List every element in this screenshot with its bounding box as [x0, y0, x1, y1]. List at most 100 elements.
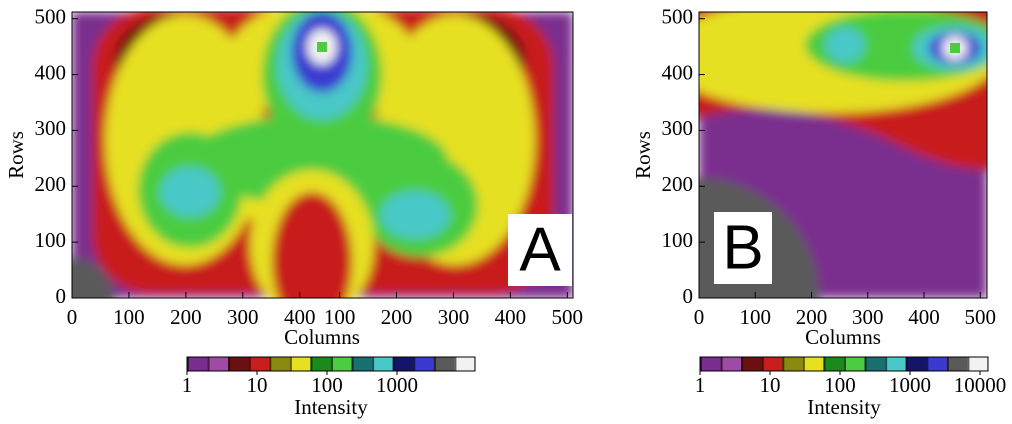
colorbar-segment: [392, 357, 414, 371]
colorbar-stripe: [228, 357, 231, 371]
colorbar-segment: [187, 357, 209, 371]
colorbar-stripe: [967, 357, 970, 371]
colorbar-segment: [207, 357, 229, 371]
colorbar-stripe: [761, 357, 764, 371]
colorbar-tick-label: 10: [247, 373, 268, 397]
x-tick-label: 300: [852, 305, 884, 329]
colorbar-stripe: [823, 357, 826, 371]
colorbar-stripe: [433, 357, 436, 371]
colorbar-stripe: [741, 357, 744, 371]
colorbar-stripe: [454, 357, 457, 371]
colorbar-segment: [372, 357, 394, 371]
y-tick-label: 400: [662, 60, 694, 84]
colorbar-segment: [228, 357, 250, 371]
colorbar-stripe: [351, 357, 354, 371]
colorbar-tick-label: 1: [182, 373, 193, 397]
colorbar-segment: [351, 357, 373, 371]
colorbar-segment: [289, 357, 311, 371]
colorbar-segment: [433, 357, 455, 371]
intensity-peak: [950, 43, 960, 53]
colorbar-stripe: [330, 357, 333, 371]
y-tick-label: 300: [662, 116, 694, 140]
x-tick-label: 200: [170, 305, 202, 329]
x-tick-label: 0: [67, 305, 78, 329]
colorbar-tick-label: 10000: [954, 373, 1007, 397]
colorbar-stripe: [289, 357, 292, 371]
colorbar-segment: [248, 357, 270, 371]
colorbar-segment: [843, 357, 866, 371]
x-tick-label: 200: [381, 305, 413, 329]
y-tick-label: 500: [662, 5, 694, 29]
colorbar-segment: [864, 357, 886, 371]
panel-label: A: [519, 215, 561, 284]
colorbar-stripe: [946, 357, 949, 371]
colorbar-stripe: [885, 357, 888, 371]
colorbar-stripe: [187, 357, 189, 371]
heatmap-image: [72, 12, 573, 298]
colorbar-stripe: [207, 357, 210, 371]
colorbar-tick-label: 1: [695, 373, 706, 397]
intensity-region: [188, 115, 448, 205]
panel-label-box: [508, 214, 572, 286]
heatmap: [72, 12, 573, 298]
colorbar-tick-label: 100: [311, 373, 343, 397]
colorbar-tick-label: 1000: [376, 373, 418, 397]
x-tick-label: 400: [908, 305, 940, 329]
y-tick-label: 100: [35, 228, 67, 252]
plot-frame: [71, 11, 574, 299]
y-axis-label: Rows: [4, 131, 28, 179]
plot-frame: [698, 11, 988, 299]
y-tick-label: 0: [683, 284, 694, 308]
colorbar-stripe: [843, 357, 846, 371]
colorbar-segment: [741, 357, 763, 371]
x-tick-label: 500: [552, 305, 584, 329]
colorbar-stripe: [372, 357, 375, 371]
colorbar-stripe: [413, 357, 416, 371]
colorbar-segment: [946, 357, 968, 371]
intensity-peak: [317, 42, 327, 52]
intensity-region: [272, 192, 352, 298]
colorbar-tick-label: 10: [760, 373, 781, 397]
heatmap-image: [699, 12, 987, 298]
colorbar-label: Intensity: [807, 395, 881, 419]
colorbar-tick-label: 1000: [889, 373, 931, 397]
y-tick-label: 0: [56, 284, 67, 308]
colorbar-segment: [967, 357, 989, 371]
x-tick-label: 300: [227, 305, 259, 329]
colorbar-stripe: [310, 357, 313, 371]
colorbar-segment: [761, 357, 783, 371]
x-tick-label: 100: [740, 305, 772, 329]
y-tick-label: 200: [662, 172, 694, 196]
colorbar-segment: [782, 357, 804, 371]
panel-label-box: [714, 212, 772, 284]
colorbar-stripe: [720, 357, 723, 371]
colorbar-segment: [454, 357, 476, 371]
x-tick-label: 100: [113, 305, 145, 329]
colorbar-segment: [802, 357, 824, 371]
x-axis-label: Columns: [805, 325, 881, 349]
colorbar-segment: [413, 357, 435, 371]
colorbar-segment: [905, 357, 927, 371]
colorbar-segment: [269, 357, 291, 371]
y-tick-label: 200: [35, 172, 67, 196]
colorbar-segment: [720, 357, 742, 371]
colorbar-label: Intensity: [294, 395, 368, 419]
x-tick-label: 200: [796, 305, 828, 329]
colorbar-segment: [823, 357, 845, 371]
colorbar-stripe: [926, 357, 929, 371]
colorbar-stripe: [864, 357, 867, 371]
colorbar-stripe: [269, 357, 272, 371]
colorbar-segment: [310, 357, 332, 371]
intensity-region: [380, 191, 450, 239]
x-tick-label: 500: [965, 305, 997, 329]
y-axis-label: Rows: [631, 131, 655, 179]
intensity-region: [72, 258, 114, 298]
panel-label: B: [722, 213, 763, 282]
x-tick-label: 400: [284, 305, 316, 329]
y-tick-label: 100: [662, 228, 694, 252]
colorbar-segment: [700, 357, 722, 371]
x-axis-label: Columns: [284, 325, 360, 349]
x-tick-label: 100: [324, 305, 356, 329]
colorbar-stripe: [248, 357, 251, 371]
